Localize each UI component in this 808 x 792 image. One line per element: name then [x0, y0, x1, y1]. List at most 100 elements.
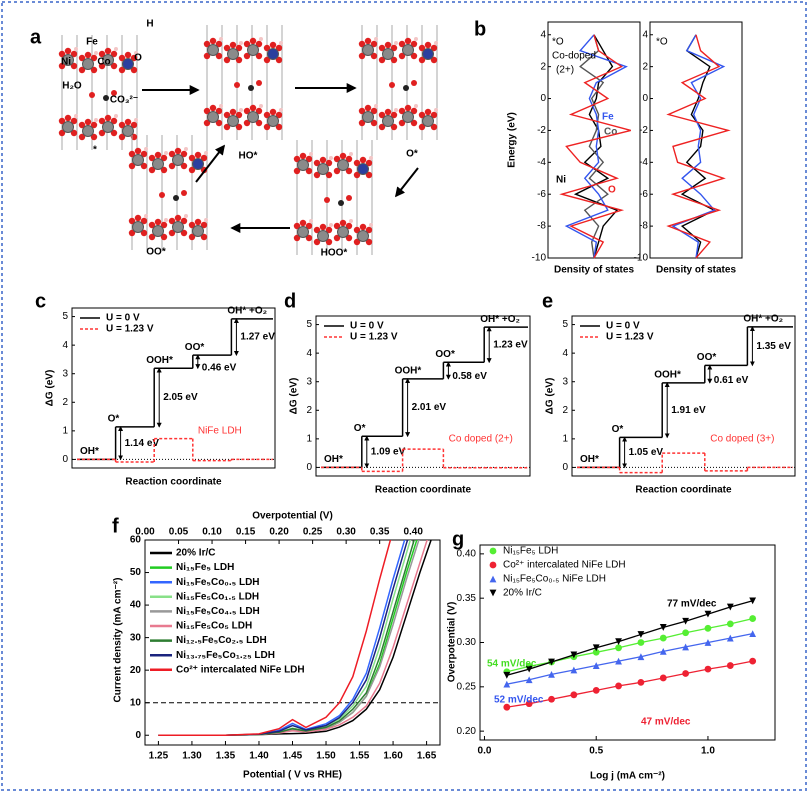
y-tick-label: 4 [540, 29, 546, 40]
oxygen-atom [70, 62, 78, 70]
data-point [726, 634, 734, 642]
oxygen-atom [243, 119, 251, 127]
oxygen-atom [339, 219, 347, 227]
oxygen-atom [430, 56, 438, 64]
state-label: O* [354, 423, 366, 434]
legend-label: Ni₁₃.₇₅Fe₅Co₁.₂₅ LDH [176, 650, 275, 661]
data-point [659, 634, 667, 642]
hydrogen-atom [279, 108, 283, 112]
oxygen-atom [128, 162, 136, 170]
y-tick-label: 0.20 [457, 726, 477, 737]
metal-atom [122, 125, 134, 137]
oxygen-atom [345, 222, 353, 230]
metal-atom [192, 225, 204, 237]
oxygen-atom [384, 41, 392, 49]
legend-label: Ni₁₅Fe₅Co₄.₅ LDH [176, 606, 260, 617]
y-tick-label: -8 [639, 221, 648, 232]
oxygen-atom [249, 37, 257, 45]
y-tick-label: 1 [306, 433, 312, 444]
metal-atom [317, 230, 329, 242]
oxygen-atom [378, 44, 386, 52]
hydrogen-atom [219, 37, 223, 41]
oxygen-atom [430, 123, 438, 131]
y-axis-label: Overpotential (V) [447, 602, 458, 683]
y-tick-label: 0.35 [457, 593, 477, 604]
oxygen-atom [110, 129, 118, 137]
data-point [548, 658, 555, 666]
intercalant [256, 80, 262, 86]
data-point [489, 575, 497, 583]
y-tick-label: 0 [62, 454, 68, 465]
data-point [548, 695, 555, 703]
step-label: 1.09 eV [371, 446, 406, 457]
atom-label: Co [97, 57, 110, 68]
oxygen-atom [90, 121, 98, 129]
metal-atom [247, 44, 259, 56]
legend-label: U = 0 V [106, 313, 140, 324]
atom-label: H₂O [62, 81, 82, 92]
data-point [682, 643, 690, 651]
y-axis-label: Current density (mA cm⁻²) [113, 578, 124, 703]
x-axis-label: Reaction coordinate [125, 477, 222, 488]
oxygen-atom [269, 108, 277, 116]
data-point [503, 671, 511, 679]
oxygen-atom [365, 226, 373, 234]
series-label: O [608, 185, 616, 196]
oxygen-atom [200, 221, 208, 229]
series-label: Co [604, 127, 617, 138]
legend-label: Co²⁺ intercalated NiFe LDH [176, 664, 305, 675]
oxygen-atom [418, 111, 426, 119]
hydrogen-atom [259, 37, 263, 41]
reaction-arrow [394, 167, 419, 198]
step-label: 0.46 eV [202, 362, 237, 373]
legend-label: Ni₁₂.₅Fe₅Co₂.₅ LDH [176, 635, 267, 646]
state-label: OH* [80, 446, 99, 457]
oxygen-atom [134, 214, 142, 222]
sample-label: NiFe LDH [198, 425, 242, 436]
y-tick-label: 2 [306, 405, 312, 416]
metal-atom [122, 58, 134, 70]
oxygen-atom [229, 108, 237, 116]
atom-label: Fe [86, 37, 98, 48]
hydrogen-atom [114, 47, 118, 51]
intercalant [248, 85, 254, 91]
oxygen-atom [384, 108, 392, 116]
oxygen-atom [255, 40, 263, 48]
state-label: OOH* [395, 365, 422, 376]
oxygen-atom [90, 54, 98, 62]
panel-label: e [542, 290, 553, 312]
metal-atom [227, 48, 239, 60]
metal-atom [267, 48, 279, 60]
legend-label: U = 1.23 V [106, 324, 154, 335]
data-point [592, 686, 600, 694]
oxygen-atom [404, 37, 412, 45]
oxygen-atom [64, 47, 72, 55]
oxygen-atom [70, 117, 78, 125]
oxygen-atom [130, 66, 138, 74]
oxygen-atom [58, 129, 66, 137]
oxygen-atom [255, 52, 263, 60]
oxygen-atom [299, 152, 307, 160]
legend-label: U = 0 V [606, 321, 640, 332]
oxygen-atom [255, 107, 263, 115]
oxygen-atom [365, 171, 373, 179]
slope-label: 54 mV/dec [487, 659, 537, 670]
data-point [570, 666, 578, 674]
oxygen-atom [275, 111, 283, 119]
y-tick-label: 3 [62, 368, 68, 379]
annotation: Co-doped [552, 51, 596, 62]
hydrogen-atom [394, 108, 398, 112]
oxygen-atom [293, 234, 301, 242]
data-point [637, 639, 645, 646]
y-tick-label: 0.40 [457, 549, 477, 560]
oxygen-atom [358, 107, 366, 115]
metal-atom [172, 154, 184, 166]
oxygen-atom [305, 234, 313, 242]
oxygen-atom [215, 107, 223, 115]
oxygen-atom [78, 133, 86, 141]
oxygen-atom [188, 166, 196, 174]
y-tick-label: -4 [639, 157, 648, 168]
oxygen-atom [203, 119, 211, 127]
metal-atom [402, 44, 414, 56]
hydrogen-atom [369, 156, 373, 160]
